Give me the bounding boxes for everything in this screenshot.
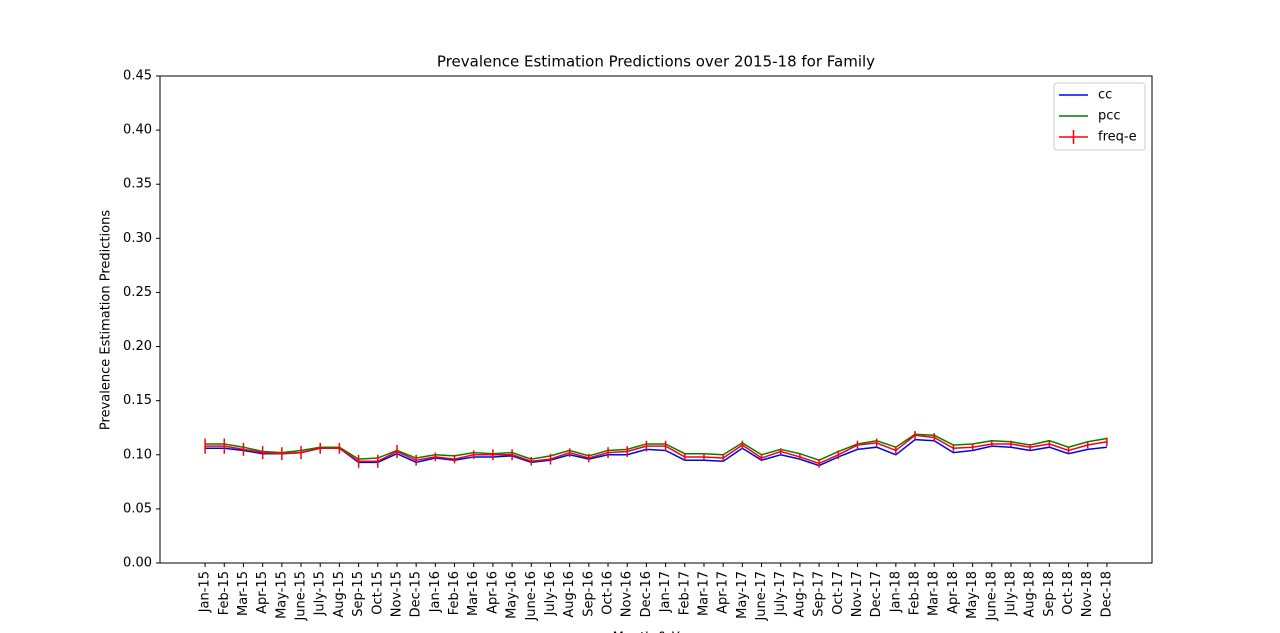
- legend-label: cc: [1098, 88, 1112, 103]
- x-tick-label: Sep-15: [351, 571, 366, 617]
- y-tick-label: 0.35: [123, 177, 152, 192]
- x-tick-label: Nov-18: [1080, 571, 1095, 617]
- y-tick-label: 0.15: [123, 393, 152, 408]
- x-tick-label: Nov-17: [850, 571, 865, 617]
- x-tick-label: Jan-17: [658, 571, 673, 613]
- x-tick-label: Aug-18: [1023, 571, 1038, 618]
- x-tick-label: June-17: [754, 571, 769, 622]
- x-tick-label: Mar-18: [927, 571, 942, 616]
- x-tick-label: May-17: [735, 571, 750, 619]
- x-tick-label: June-15: [294, 571, 309, 622]
- x-tick-label: Oct-18: [1061, 571, 1076, 615]
- y-tick-label: 0.25: [123, 285, 152, 300]
- x-tick-label: Feb-18: [908, 571, 923, 615]
- y-tick-label: 0.30: [123, 231, 152, 246]
- x-tick-label: Jan-18: [888, 571, 903, 613]
- y-tick-label: 0.10: [123, 447, 152, 462]
- x-tick-label: Dec-18: [1099, 571, 1114, 617]
- x-tick-label: Nov-15: [389, 571, 404, 617]
- y-tick-label: 0.20: [123, 339, 152, 354]
- x-tick-label: Apr-18: [946, 571, 961, 614]
- x-tick-label: June-18: [984, 571, 999, 622]
- y-tick-label: 0.45: [123, 69, 152, 84]
- y-axis-label: Prevalence Estimation Predictions: [99, 210, 114, 430]
- x-axis-label: Month & Year: [613, 631, 700, 633]
- x-tick-label: Jan-16: [428, 571, 443, 613]
- plot-frame: [159, 75, 1153, 564]
- x-tick-label: June-16: [524, 571, 539, 622]
- chart-title: Prevalence Estimation Predictions over 2…: [437, 53, 875, 71]
- x-tick-label: Apr-17: [716, 571, 731, 614]
- y-tick-label: 0.00: [123, 556, 152, 571]
- x-tick-label: Feb-15: [217, 571, 232, 615]
- y-tick-label: 0.05: [123, 501, 152, 516]
- x-tick-label: Jan-15: [198, 571, 213, 613]
- x-tick-label: July-15: [313, 571, 328, 616]
- x-tick-label: Mar-17: [696, 571, 711, 616]
- y-tick-label: 0.40: [123, 123, 152, 138]
- series-line: [205, 433, 1108, 461]
- x-tick-label: July-17: [773, 571, 788, 616]
- x-tick-label: July-16: [543, 571, 558, 616]
- x-tick-label: May-18: [965, 571, 980, 619]
- x-tick-label: Sep-18: [1042, 571, 1057, 617]
- x-tick-label: May-15: [274, 571, 289, 619]
- legend-label: pcc: [1098, 109, 1121, 124]
- x-tick-label: Oct-17: [831, 571, 846, 615]
- x-tick-label: Oct-16: [601, 571, 616, 615]
- x-tick-label: Dec-15: [409, 571, 424, 617]
- legend-box: [1053, 82, 1146, 151]
- x-tick-label: Aug-16: [562, 571, 577, 618]
- x-tick-label: Aug-15: [332, 571, 347, 618]
- x-tick-label: Oct-15: [370, 571, 385, 615]
- x-tick-label: Nov-16: [620, 571, 635, 617]
- x-tick-label: Feb-17: [677, 571, 692, 615]
- x-tick-label: Dec-16: [639, 571, 654, 617]
- x-tick-label: Dec-17: [869, 571, 884, 617]
- x-tick-label: Sep-17: [812, 571, 827, 617]
- x-tick-label: Aug-17: [792, 571, 807, 618]
- x-tick-label: Mar-15: [236, 571, 251, 616]
- series-line: [205, 434, 1108, 465]
- x-tick-label: July-18: [1003, 571, 1018, 616]
- x-tick-label: Feb-16: [447, 571, 462, 615]
- x-tick-label: Mar-16: [466, 571, 481, 616]
- x-tick-label: Apr-15: [255, 571, 270, 614]
- x-tick-label: Sep-16: [581, 571, 596, 617]
- x-tick-label: May-16: [505, 571, 520, 619]
- legend-label: freq-e: [1098, 130, 1137, 145]
- x-tick-label: Apr-16: [485, 571, 500, 614]
